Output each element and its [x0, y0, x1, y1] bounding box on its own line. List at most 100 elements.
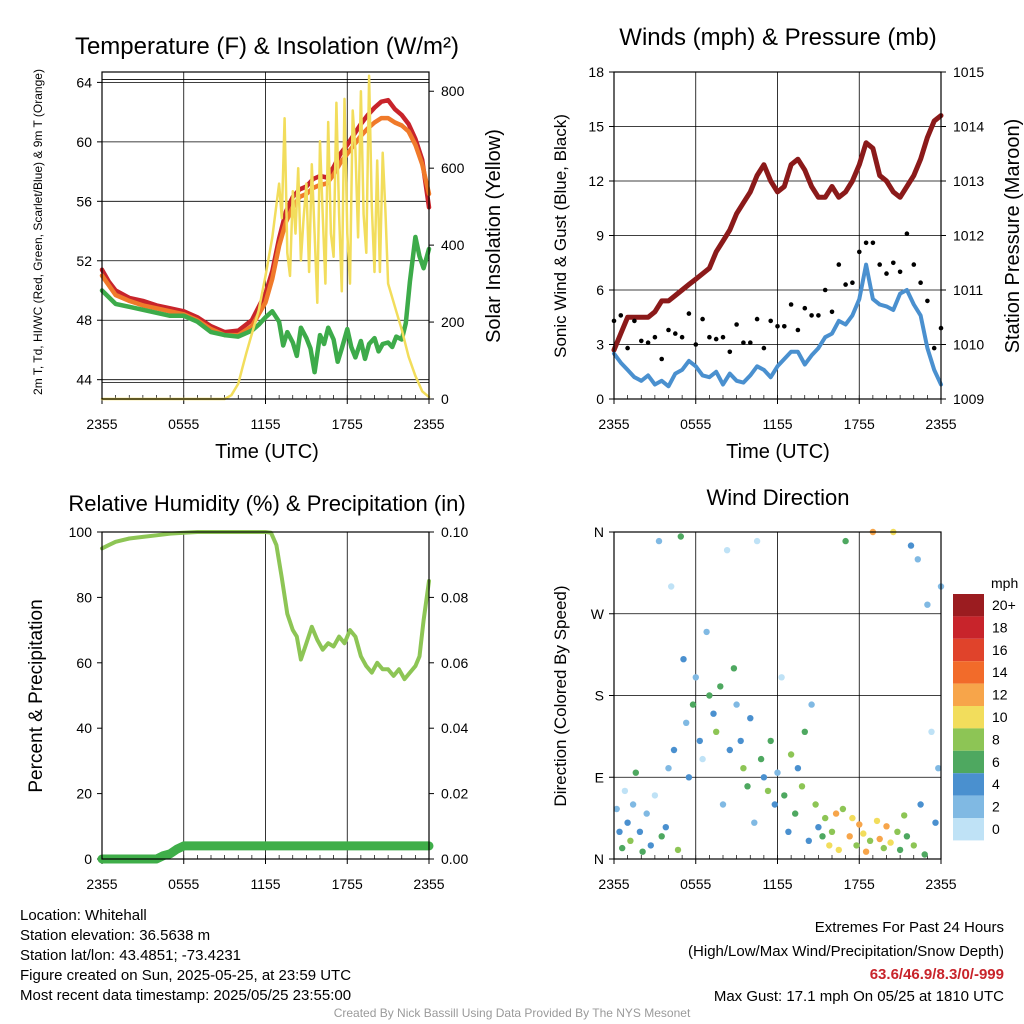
direction-point — [896, 846, 904, 854]
x-tick-label: 1155 — [762, 876, 792, 892]
direction-point — [849, 814, 856, 822]
direction-point — [636, 828, 644, 835]
direction-point — [828, 828, 836, 835]
y-tick-label: 48 — [76, 312, 92, 328]
y-tick-label: 6 — [596, 282, 604, 298]
y-tick-label: 9 — [596, 228, 604, 244]
legend-swatch — [953, 750, 984, 774]
legend-label: 10 — [992, 709, 1008, 725]
y2-tick-label: 1010 — [953, 337, 984, 353]
legend-label: 14 — [992, 664, 1008, 680]
gust-point — [829, 309, 835, 315]
direction-point — [629, 801, 637, 808]
series-line — [99, 234, 432, 375]
gust-point — [652, 334, 658, 340]
x-tick-label: 1155 — [762, 416, 792, 432]
gust-point — [782, 324, 787, 329]
direction-point — [774, 769, 781, 776]
y2-axis-label: Solar Insolation (Yellow) — [483, 129, 505, 343]
gust-point — [659, 356, 664, 362]
x-tick-label: 2355 — [925, 876, 956, 892]
legend-label: 20+ — [992, 597, 1016, 613]
x-tick-label: 2355 — [598, 416, 629, 432]
direction-point — [771, 801, 778, 808]
direction-point — [910, 842, 917, 849]
direction-point — [876, 835, 883, 843]
legend-title: mph — [991, 575, 1018, 591]
gust-point — [904, 231, 910, 236]
series-line — [99, 97, 432, 335]
direction-point — [621, 787, 629, 795]
y-tick-label: 0 — [84, 851, 92, 867]
direction-point — [647, 842, 654, 849]
x-tick-label: 0555 — [680, 876, 711, 892]
x-tick-label: 0555 — [168, 416, 199, 432]
direction-point — [757, 755, 765, 763]
direction-point — [781, 792, 788, 799]
direction-point — [778, 674, 785, 681]
direction-point — [901, 812, 908, 819]
direction-point — [883, 823, 890, 830]
direction-point — [914, 556, 921, 563]
direction-point — [685, 774, 693, 781]
chart-title: Wind Direction — [706, 485, 849, 510]
y2-tick-label: 1009 — [953, 391, 984, 407]
info-elevation: Station elevation: 36.5638 m — [20, 927, 211, 944]
direction-point — [887, 839, 894, 846]
gust-point — [850, 280, 855, 286]
y-tick-label: 52 — [76, 253, 92, 269]
chart-title: Temperature (F) & Insolation (W/m²) — [75, 33, 459, 60]
direction-point — [866, 837, 874, 844]
y-axis-label: Percent & Precipitation — [26, 599, 47, 792]
x-tick-label: 0555 — [168, 876, 199, 892]
direction-point — [862, 848, 870, 855]
direction-point — [740, 765, 747, 772]
direction-point — [723, 547, 731, 554]
gust-point — [822, 287, 828, 293]
gust-point — [748, 340, 753, 346]
direction-point — [719, 801, 727, 808]
legend-label: 8 — [992, 731, 1000, 747]
direction-point — [747, 715, 754, 722]
y2-tick-label: 800 — [441, 83, 465, 99]
gust-point — [911, 262, 917, 267]
direction-point — [894, 828, 901, 835]
legend-label: 2 — [992, 799, 1000, 815]
y2-tick-label: 200 — [441, 314, 465, 330]
plot-frame — [613, 71, 942, 400]
wind-direction-chart: Wind Direction 2355 0555 1155 1755 2355 N E S W N D… — [551, 485, 957, 892]
gust-point — [775, 324, 780, 329]
wind-speed-legend: mph 20+ 18 16 14 12 10 8 6 4 2 0 — [953, 575, 1018, 841]
direction-point — [744, 783, 751, 790]
direction-point — [808, 701, 815, 708]
direction-point — [737, 737, 744, 745]
direction-point — [826, 842, 833, 849]
legend-label: 16 — [992, 642, 1008, 658]
gust-point — [639, 338, 644, 344]
gust-point — [632, 318, 637, 324]
x-tick-label: 1155 — [250, 876, 280, 892]
direction-point — [651, 792, 659, 799]
chart-title: Relative Humidity (%) & Precipitation (i… — [68, 491, 465, 516]
direction-point — [730, 665, 738, 672]
y-tick-label: S — [595, 688, 604, 704]
y-tick-label: E — [595, 769, 604, 785]
y-tick-label: 15 — [588, 119, 604, 135]
y2-tick-label: 0.02 — [441, 786, 468, 802]
y-tick-label: 0 — [596, 391, 604, 407]
direction-point — [726, 746, 733, 754]
direction-point — [932, 819, 939, 826]
y-axis-label: Direction (Colored By Speed) — [551, 585, 570, 806]
y-tick-label: 80 — [76, 589, 92, 605]
direction-point — [935, 765, 942, 772]
direction-point — [619, 844, 626, 852]
legend-label: 12 — [992, 687, 1008, 703]
direction-point — [683, 719, 690, 726]
direction-point — [613, 805, 620, 813]
direction-point — [819, 833, 826, 840]
y-tick-label: 44 — [76, 372, 92, 388]
direction-point — [710, 710, 717, 717]
direction-point — [713, 728, 720, 735]
series-line — [612, 262, 943, 389]
